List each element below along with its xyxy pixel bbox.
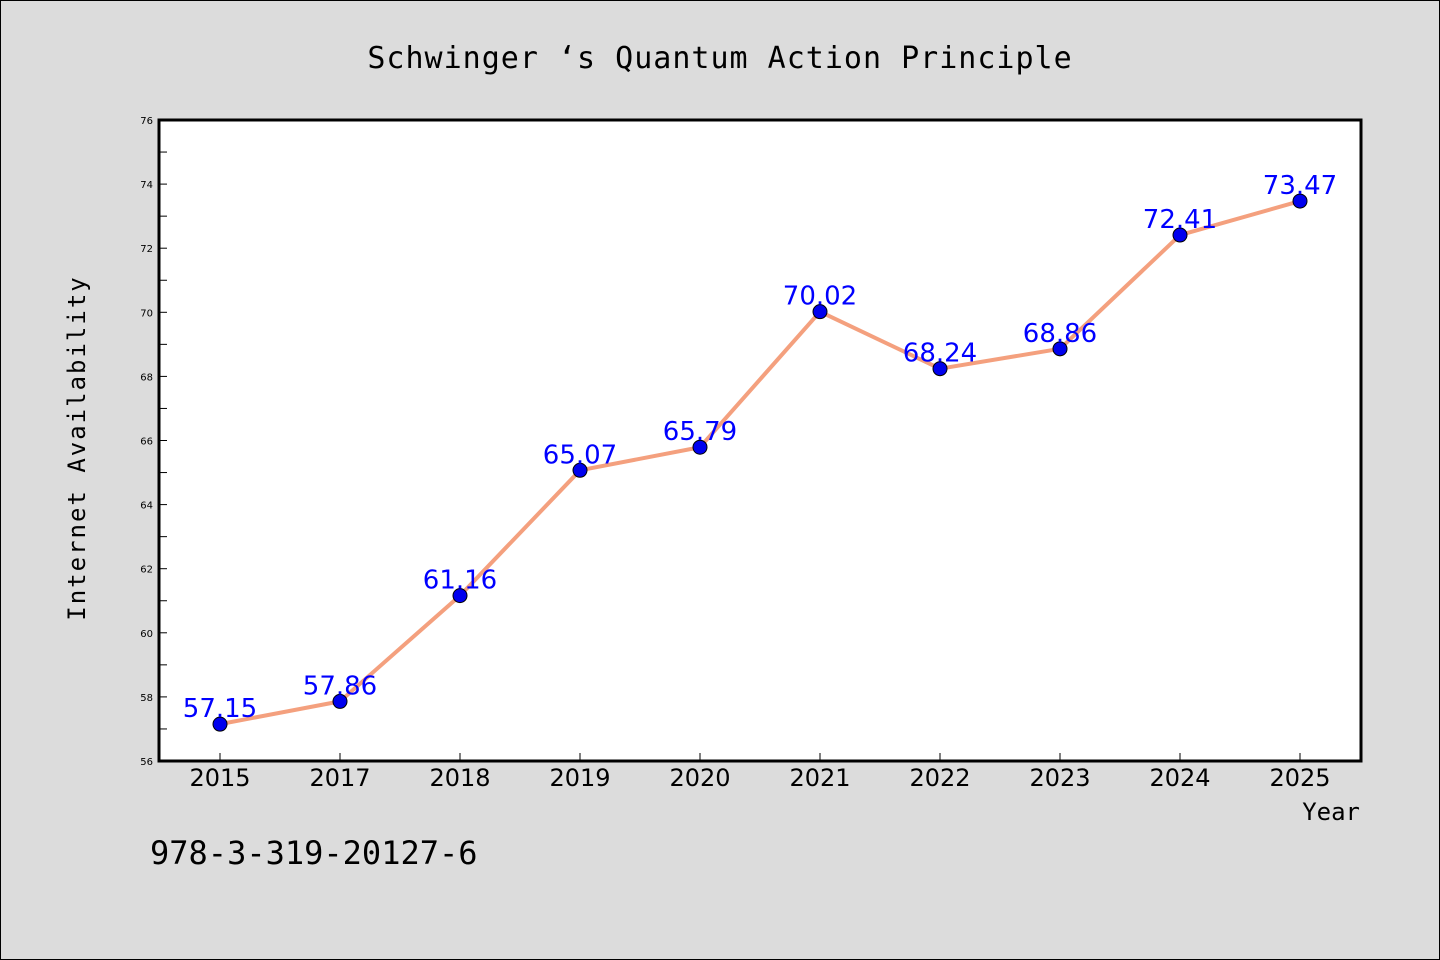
data-point [932,361,948,377]
data-label: 70.02 [783,282,857,312]
data-label: 73.47 [1263,171,1337,201]
isbn-text: 978-3-319-20127-6 [150,834,478,872]
data-label: 68.24 [903,339,977,369]
y-tick-label: 74 [140,180,153,191]
data-point [1292,193,1308,209]
y-tick-label: 60 [140,629,153,640]
y-tick-label: 76 [140,116,153,127]
data-point [692,439,708,455]
x-tick-label: 2022 [909,764,970,792]
x-tick-label: 2025 [1269,764,1330,792]
series-internet-availability: 57.15 57.86 61.16 65.07 65.79 70.02 68.24 68.86… [183,171,1337,732]
y-tick-label: 64 [140,501,153,512]
x-axis: 2015 2017 2018 2019 2020 2021 2022 2023 2024 2025 [189,753,1331,792]
data-label: 57.86 [303,671,377,701]
y-tick-label: 68 [140,372,153,383]
x-tick-label: 2018 [429,764,490,792]
x-tick-label: 2020 [669,764,730,792]
y-axis-label: Internet Availability [63,275,91,620]
y-tick-label: 72 [140,244,153,255]
data-point [332,693,348,709]
y-tick-label: 70 [140,308,153,319]
x-tick-label: 2015 [189,764,250,792]
x-tick-label: 2017 [309,764,370,792]
plot-area [157,118,1363,763]
data-point [452,588,468,604]
y-tick-label: 62 [140,565,153,576]
data-label: 65.79 [663,417,737,447]
x-tick-label: 2021 [789,764,850,792]
x-tick-label: 2024 [1149,764,1210,792]
data-point [1172,227,1188,243]
y-tick-label: 58 [140,693,153,704]
chart-title: Schwinger ‘s Quantum Action Principle [367,41,1072,76]
data-point [572,462,588,478]
x-tick-label: 2023 [1029,764,1090,792]
data-point [212,716,228,732]
data-label: 57.15 [183,694,257,724]
data-label: 61.16 [423,566,497,596]
series-line [219,199,1301,727]
x-tick-label: 2019 [549,764,610,792]
data-point [812,304,828,320]
y-tick-label: 66 [140,437,153,448]
y-tick-label: 56 [140,757,153,768]
data-label: 65.07 [543,440,617,470]
data-point [1052,341,1068,357]
x-axis-label: Year [1302,798,1360,826]
data-label: 68.86 [1023,319,1097,349]
y-axis: 56 58 60 62 64 66 68 70 72 74 76 [140,116,167,768]
data-label: 72.41 [1143,205,1217,235]
